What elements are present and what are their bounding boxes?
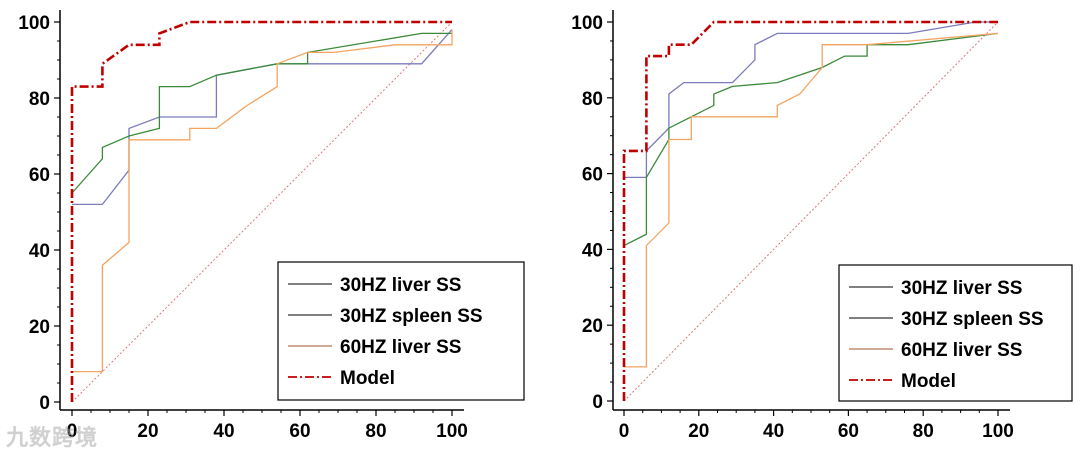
x-tick-label: 100 — [436, 421, 468, 442]
y-tick-label: 40 — [582, 240, 603, 261]
x-tick-label: 60 — [838, 421, 859, 442]
x-tick-label: 80 — [365, 421, 386, 442]
legend-label: 60HZ liver SS — [901, 340, 1022, 361]
legend: 30HZ liver SS 30HZ spleen SS 60HZ liver SS… — [838, 264, 1073, 402]
legend-label: 60HZ liver SS — [340, 337, 461, 358]
x-tick-label: 60 — [289, 421, 310, 442]
x-tick-label: 40 — [213, 421, 234, 442]
legend-box — [838, 264, 1073, 402]
y-tick-label: 20 — [29, 317, 50, 338]
x-tick-label: 80 — [913, 421, 934, 442]
series-30hz-liver-ss-line — [72, 29, 453, 206]
y-tick-label: 0 — [592, 392, 603, 413]
y-tick-label: 100 — [18, 13, 50, 34]
y-tick-label: 20 — [582, 316, 603, 337]
y-tick-label: 60 — [582, 165, 603, 186]
legend: 30HZ liver SS 30HZ spleen SS 60HZ liver SS… — [277, 261, 525, 401]
x-tick-label: 100 — [982, 421, 1014, 442]
x-tick-label: 20 — [688, 421, 709, 442]
legend-label: 30HZ liver SS — [340, 275, 461, 296]
x-tick-label: 40 — [763, 421, 784, 442]
series-60hz-liver-ss-line — [72, 29, 453, 373]
axes-layer: 0 20 40 60 80 100 0 20 40 60 80 100 — [571, 10, 1014, 442]
series-60hz-liver-ss-line — [624, 32, 999, 368]
y-tick-label: 0 — [39, 393, 50, 414]
series-diagonal-line — [623, 21, 999, 402]
x-tick-label: 0 — [67, 421, 78, 442]
legend-label: 30HZ spleen SS — [901, 309, 1044, 330]
series-model-line — [622, 20, 998, 401]
y-tick-label: 60 — [29, 165, 50, 186]
y-tick-label: 100 — [571, 13, 603, 34]
legend-label: 30HZ spleen SS — [340, 306, 483, 327]
series-30hz-spleen-ss-line — [623, 32, 999, 247]
legend-label: Model — [340, 368, 395, 389]
y-tick-label: 80 — [29, 89, 50, 110]
y-tick-label: 80 — [582, 89, 603, 110]
series-model-line — [70, 20, 452, 402]
series-diagonal-line — [71, 21, 453, 403]
x-tick-label: 20 — [137, 421, 158, 442]
x-tick-label: 0 — [619, 421, 630, 442]
series-layer — [622, 20, 999, 402]
legend-label: Model — [901, 371, 956, 392]
axes-layer: 0 20 40 60 80 100 0 20 40 60 80 100 — [18, 10, 468, 442]
legend-label: 30HZ liver SS — [901, 278, 1022, 299]
series-layer — [70, 20, 453, 403]
y-tick-label: 40 — [29, 241, 50, 262]
